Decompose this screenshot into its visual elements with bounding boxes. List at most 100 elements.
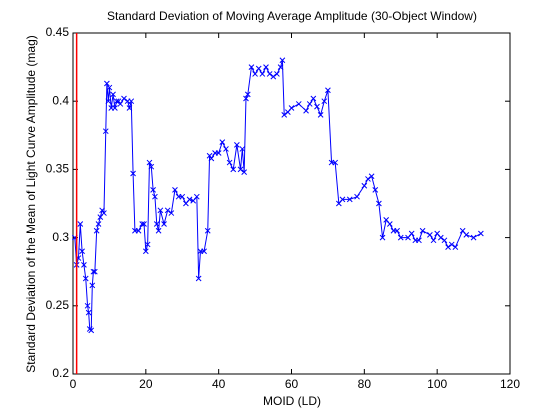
y-tick-label: 0.2 [52, 366, 69, 380]
point-marker [281, 111, 288, 118]
point-marker [310, 95, 317, 102]
point-marker [234, 141, 240, 148]
point-marker [354, 193, 360, 200]
point-marker [152, 193, 158, 200]
point-marker [317, 111, 324, 118]
point-marker [89, 282, 96, 289]
point-marker [266, 71, 273, 77]
point-marker [88, 327, 95, 334]
point-marker [430, 237, 437, 244]
point-marker [325, 87, 331, 94]
point-marker [106, 84, 113, 91]
x-tick-label: 100 [427, 377, 447, 391]
point-marker [215, 150, 222, 156]
point-marker [248, 64, 255, 70]
point-marker [452, 244, 459, 251]
point-marker [90, 268, 97, 275]
point-marker [397, 234, 404, 241]
point-marker [128, 98, 135, 105]
point-marker [95, 221, 102, 227]
y-axis-label: Standard Deviation of the Mean of Light … [24, 35, 38, 373]
y-tick-label: 0.4 [52, 93, 69, 107]
point-marker [144, 241, 151, 248]
point-marker [115, 98, 122, 105]
x-tick-label: 20 [139, 377, 153, 391]
plot-frame [72, 32, 511, 375]
point-marker [339, 196, 346, 203]
point-marker [142, 248, 149, 255]
point-marker [279, 57, 286, 64]
point-marker [161, 221, 167, 227]
point-marker [201, 248, 207, 255]
point-marker [104, 80, 110, 87]
point-marker [408, 230, 415, 237]
point-marker [376, 200, 382, 207]
point-marker [259, 71, 266, 77]
point-marker [277, 64, 284, 70]
y-tick-label: 0.3 [52, 230, 69, 244]
x-tick-label: 0 [70, 377, 77, 391]
point-marker [346, 196, 353, 203]
point-marker [463, 232, 470, 238]
point-marker [204, 227, 211, 234]
point-marker [306, 101, 313, 107]
point-marker [379, 234, 386, 241]
point-marker [368, 173, 375, 180]
point-marker [243, 95, 249, 102]
series-line [74, 60, 482, 332]
point-marker [223, 146, 229, 152]
point-marker [153, 221, 160, 227]
point-marker [448, 241, 455, 248]
point-marker [365, 176, 371, 182]
x-axis-label: MOID (LD) [263, 394, 321, 408]
point-marker [130, 170, 136, 177]
point-marker [372, 187, 379, 193]
point-marker [155, 227, 162, 234]
point-marker [179, 193, 186, 200]
point-marker [91, 268, 98, 275]
y-tick-label: 0.25 [46, 298, 70, 312]
point-marker [274, 71, 280, 77]
point-marker [148, 163, 155, 170]
point-marker [314, 103, 320, 110]
point-marker [112, 105, 118, 111]
point-marker [288, 105, 295, 111]
point-marker [102, 128, 109, 135]
point-marker [195, 275, 202, 282]
x-tick-label: 60 [285, 377, 299, 391]
point-marker [117, 101, 124, 107]
y-tick-label: 0.35 [46, 162, 70, 176]
point-marker [93, 227, 100, 234]
point-marker [84, 302, 91, 309]
point-marker [361, 182, 368, 189]
point-marker [157, 207, 164, 214]
point-marker [303, 107, 309, 114]
point-marker [244, 91, 251, 98]
point-marker [263, 64, 269, 70]
y-tick-label: 0.45 [46, 25, 70, 39]
point-marker [241, 169, 248, 175]
point-marker [321, 98, 328, 105]
point-marker [126, 105, 133, 111]
point-marker [226, 159, 233, 166]
point-marker [219, 139, 226, 145]
point-marker [416, 237, 422, 244]
point-marker [113, 98, 120, 105]
point-marker [394, 227, 400, 234]
point-marker [255, 65, 262, 72]
point-marker [193, 193, 200, 200]
point-marker [437, 234, 444, 241]
point-marker [445, 244, 451, 251]
point-marker [101, 210, 107, 216]
point-marker [419, 227, 426, 234]
point-marker [441, 237, 448, 244]
point-marker [208, 155, 215, 162]
point-marker [206, 152, 213, 159]
point-marker [150, 187, 156, 193]
point-marker [427, 232, 433, 238]
point-marker [164, 207, 171, 214]
point-marker [230, 166, 237, 173]
point-marker [85, 309, 92, 316]
